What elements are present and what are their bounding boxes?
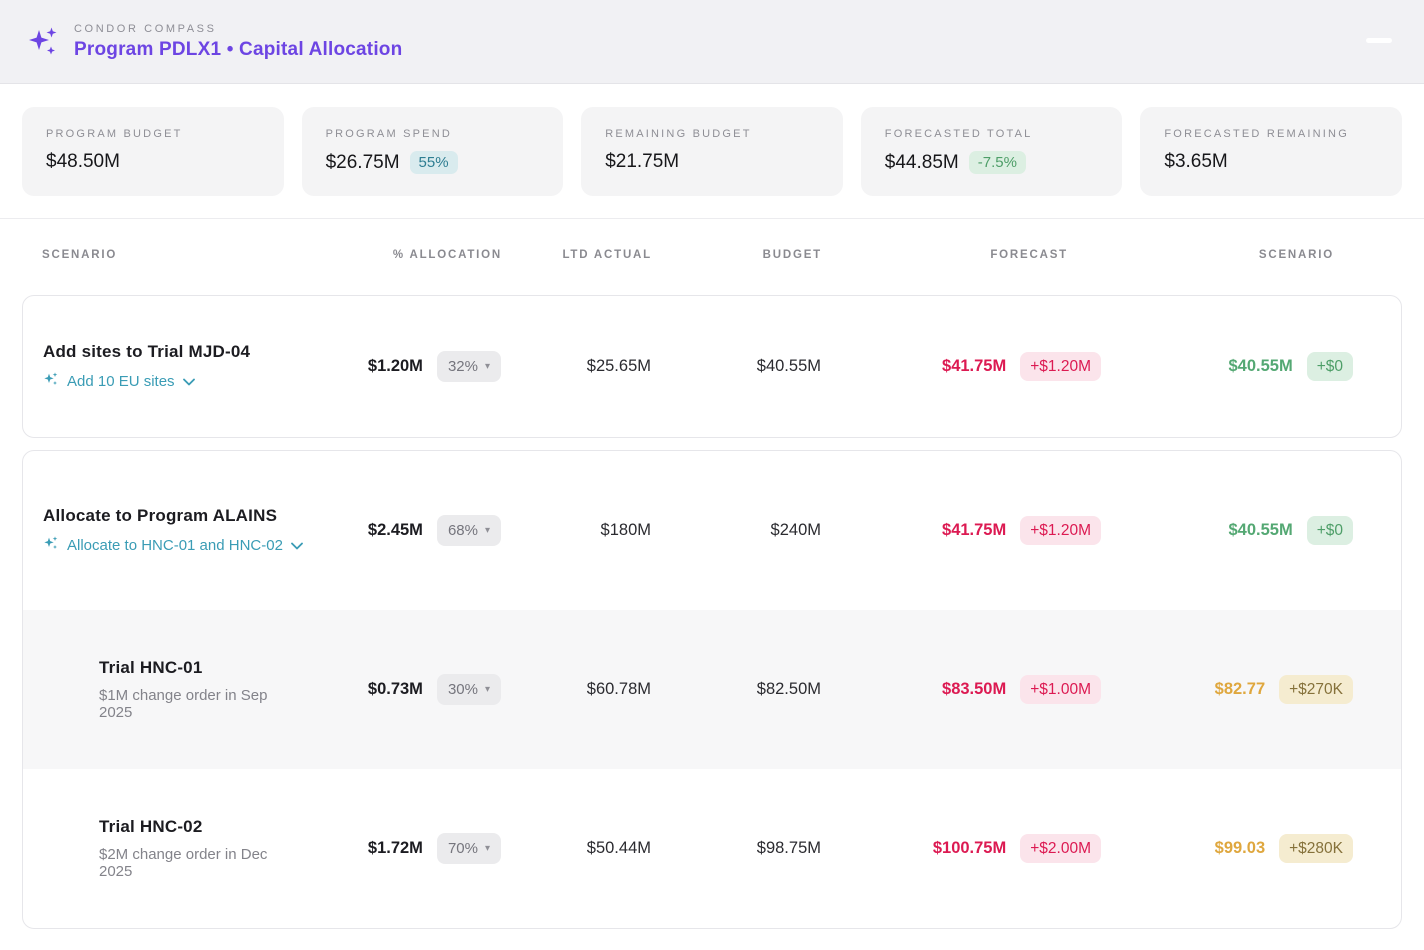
allocation-percent-dropdown[interactable]: 30% ▾ [436, 674, 501, 705]
chevron-down-icon[interactable] [182, 373, 195, 390]
col-header-budget: BUDGET [762, 249, 822, 261]
allocation-value: $2.45M [367, 521, 423, 539]
table-row: Trial HNC-01 $1M change order in Sep 202… [23, 610, 1401, 769]
table-row: Allocate to Program ALAINS Allocate to H… [23, 451, 1401, 610]
allocation-percent-dropdown[interactable]: 70% ▾ [436, 833, 501, 864]
allocation-percent-value: 70% [447, 840, 478, 857]
page-title: Program PDLX1 • Capital Allocation [74, 38, 403, 60]
sparkle-icon [43, 371, 59, 391]
spend-percent-badge: 55% [409, 151, 458, 174]
stat-card-program-spend: PROGRAM SPEND $26.75M 55% [301, 107, 564, 196]
allocation-value: $1.72M [367, 839, 423, 857]
scenario-card-mjd04: Add sites to Trial MJD-04 Add 10 EU site… [22, 295, 1402, 438]
budget-value: $40.55M [756, 357, 821, 375]
allocation-percent-value: 32% [447, 358, 478, 375]
budget-value: $240M [770, 521, 821, 539]
row-action-link[interactable]: Add 10 EU sites [43, 371, 195, 391]
budget-value: $82.50M [756, 680, 821, 698]
scenario-delta-badge: +$270K [1279, 674, 1353, 705]
allocation-value: $0.73M [367, 680, 423, 698]
forecast-value: $41.75M [942, 521, 1007, 539]
sparkle-logo-icon [24, 22, 64, 62]
allocation-percent-value: 68% [447, 522, 478, 539]
stat-label: FORECASTED TOTAL [884, 128, 1033, 140]
row-title: Trial HNC-02 [99, 817, 203, 836]
brand-name: CONDOR COMPASS [74, 22, 217, 35]
stat-card-remaining-budget: REMAINING BUDGET $21.75M [581, 107, 843, 196]
scenario-value: $99.03 [1214, 839, 1266, 857]
forecast-delta-badge: +$1.20M [1020, 515, 1101, 546]
scenario-delta-badge: +$280K [1279, 833, 1353, 864]
stat-value: $26.75M [325, 151, 400, 173]
col-header-scenario: SCENARIO [42, 249, 118, 261]
row-subtitle: $1M change order in Sep 2025 [99, 687, 268, 721]
ltd-actual-value: $25.65M [586, 357, 651, 375]
app-header: CONDOR COMPASS Program PDLX1 • Capital A… [0, 0, 1424, 84]
stat-value: $3.65M [1164, 151, 1228, 172]
allocation-percent-dropdown[interactable]: 32% ▾ [436, 351, 501, 382]
stat-value: $48.50M [46, 151, 120, 172]
allocation-value: $1.20M [367, 357, 423, 375]
scenario-value: $82.77 [1214, 680, 1266, 698]
stats-grid: PROGRAM BUDGET $48.50M PROGRAM SPEND $26… [22, 107, 1402, 196]
col-header-allocation: % ALLOCATION [392, 249, 502, 261]
stat-label: PROGRAM BUDGET [46, 128, 183, 140]
forecast-variance-badge: -7.5% [968, 151, 1026, 174]
forecast-value: $100.75M [932, 839, 1007, 857]
allocation-percent-value: 30% [447, 681, 478, 698]
stat-label: PROGRAM SPEND [325, 128, 452, 140]
table-row: Add sites to Trial MJD-04 Add 10 EU site… [23, 296, 1401, 437]
caret-down-icon: ▾ [484, 524, 490, 536]
chevron-down-icon[interactable] [291, 537, 303, 554]
forecast-value: $83.50M [942, 680, 1007, 698]
stats-section: PROGRAM BUDGET $48.50M PROGRAM SPEND $26… [0, 84, 1424, 219]
budget-value: $98.75M [756, 839, 821, 857]
stat-value: $44.85M [884, 151, 959, 173]
caret-down-icon: ▾ [484, 683, 490, 695]
stat-label: FORECASTED REMAINING [1164, 128, 1349, 140]
scenario-card-alains: Allocate to Program ALAINS Allocate to H… [22, 450, 1402, 929]
caret-down-icon: ▾ [484, 360, 490, 372]
scenario-value: $40.55M [1228, 357, 1293, 375]
ltd-actual-value: $180M [600, 521, 651, 539]
row-action-label: Add 10 EU sites [67, 372, 175, 390]
stat-value: $21.75M [605, 151, 680, 172]
stat-label: REMAINING BUDGET [605, 128, 752, 140]
scenario-value: $40.55M [1228, 521, 1293, 539]
brand-block: CONDOR COMPASS Program PDLX1 • Capital A… [74, 23, 402, 61]
forecast-delta-badge: +$2.00M [1020, 833, 1101, 864]
stat-card-program-budget: PROGRAM BUDGET $48.50M [22, 107, 284, 196]
row-action-label: Allocate to HNC-01 and HNC-02 [67, 536, 283, 554]
col-header-ltd-actual: LTD ACTUAL [562, 249, 652, 261]
table-header-row: SCENARIO % ALLOCATION LTD ACTUAL BUDGET … [22, 219, 1402, 295]
scenario-delta-badge: +$0 [1306, 515, 1353, 546]
stat-card-forecasted-remaining: FORECASTED REMAINING $3.65M [1140, 107, 1402, 196]
ltd-actual-value: $60.78M [586, 680, 651, 698]
row-title: Trial HNC-01 [99, 658, 203, 677]
caret-down-icon: ▾ [484, 842, 490, 854]
ltd-actual-value: $50.44M [586, 839, 651, 857]
allocation-percent-dropdown[interactable]: 68% ▾ [436, 515, 501, 546]
forecast-delta-badge: +$1.20M [1020, 351, 1101, 382]
row-action-link[interactable]: Allocate to HNC-01 and HNC-02 [43, 535, 303, 555]
table-row: Trial HNC-02 $2M change order in Dec 202… [23, 769, 1401, 928]
col-header-scenario-result: SCENARIO [1258, 249, 1334, 261]
scenario-delta-badge: +$0 [1306, 351, 1353, 382]
forecast-value: $41.75M [942, 357, 1007, 375]
window-control-dash[interactable] [1366, 38, 1392, 43]
row-title: Add sites to Trial MJD-04 [43, 342, 251, 361]
forecast-delta-badge: +$1.00M [1020, 674, 1101, 705]
row-subtitle: $2M change order in Dec 2025 [99, 846, 268, 880]
col-header-forecast: FORECAST [990, 249, 1068, 261]
row-title: Allocate to Program ALAINS [43, 506, 278, 525]
sparkle-icon [43, 535, 59, 555]
stat-card-forecasted-total: FORECASTED TOTAL $44.85M -7.5% [860, 107, 1123, 196]
